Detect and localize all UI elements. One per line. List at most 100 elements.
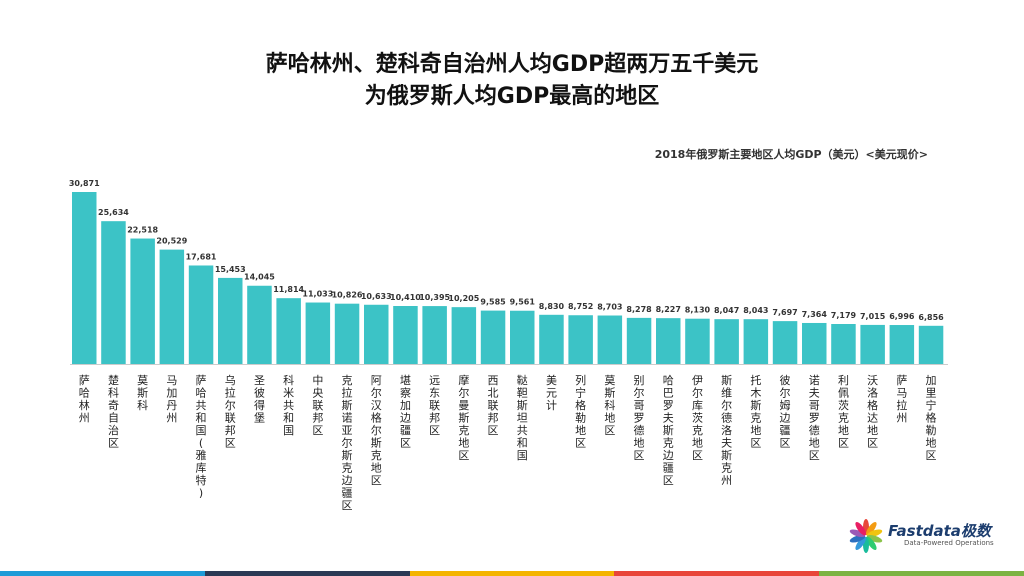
data-label-12: 10,395	[419, 293, 450, 302]
category-label-23: 托木斯克地区	[750, 373, 761, 450]
data-label-13: 10,205	[448, 294, 479, 303]
data-label-22: 8,047	[714, 306, 739, 315]
bar-9	[334, 303, 360, 364]
data-label-7: 11,814	[273, 285, 304, 294]
data-label-4: 17,681	[186, 252, 217, 261]
data-label-21: 8,130	[685, 306, 711, 315]
category-label-5: 乌拉尔联邦区	[225, 373, 236, 450]
logo-petal-8	[849, 529, 866, 537]
bar-28	[889, 325, 915, 364]
bar-13	[451, 307, 477, 364]
data-label-23: 8,043	[743, 306, 768, 315]
logo-petal-9	[855, 522, 867, 536]
footer-color-bar	[0, 571, 1024, 576]
bar-6	[247, 285, 272, 364]
bar-2	[130, 238, 155, 364]
bar-14	[480, 310, 506, 364]
data-label-16: 8,830	[539, 302, 565, 311]
footer-segment-2	[409, 571, 615, 576]
category-label-4: 萨哈共和国(雅库特)	[196, 374, 207, 500]
data-label-0: 30,871	[69, 179, 100, 188]
category-label-10: 阿尔汉格尔斯克地区	[371, 374, 382, 487]
bar-15	[510, 310, 535, 364]
bar-12	[422, 306, 447, 364]
bar-24	[772, 321, 798, 364]
data-label-10: 10,633	[361, 292, 392, 301]
bar-22	[714, 319, 739, 364]
category-label-22: 斯维尔德洛夫斯克州	[721, 374, 732, 487]
data-label-19: 8,278	[626, 305, 652, 314]
bar-19	[626, 317, 652, 364]
data-label-3: 20,529	[156, 237, 187, 246]
data-label-25: 7,364	[802, 310, 828, 319]
bar-20	[656, 318, 681, 364]
data-label-11: 10,410	[390, 293, 421, 302]
bar-17	[568, 315, 593, 364]
footer-segment-1	[204, 571, 410, 576]
bar-8	[305, 302, 331, 364]
category-label-8: 中央联邦区	[312, 374, 323, 437]
bar-0	[72, 192, 97, 364]
footer-segment-0	[0, 571, 205, 576]
bar-23	[743, 319, 769, 364]
bar-4	[188, 265, 214, 364]
category-label-18: 莫斯科地区	[604, 374, 615, 437]
data-label-18: 8,703	[597, 303, 622, 312]
category-label-29: 加里宁格勒地区	[926, 374, 937, 462]
category-label-3: 马加丹州	[166, 374, 177, 425]
category-label-16: 美元计	[546, 374, 557, 412]
logo-petal-6	[855, 536, 867, 550]
data-label-15: 9,561	[510, 298, 536, 307]
category-label-0: 萨哈林州	[79, 374, 90, 425]
footer-segment-4	[819, 571, 1024, 576]
bar-5	[218, 277, 243, 364]
chart-title-line1: 萨哈林州、楚科奇自治州人均GDP超两万五千美元	[265, 52, 759, 77]
category-label-15: 鞑靼斯坦共和国	[517, 373, 528, 462]
bar-16	[539, 314, 564, 364]
data-label-1: 25,634	[98, 208, 129, 217]
data-label-20: 8,227	[656, 305, 681, 314]
data-label-26: 7,179	[831, 311, 857, 320]
footer-segment-3	[614, 571, 820, 576]
category-label-2: 莫斯科	[137, 374, 148, 412]
data-label-17: 8,752	[568, 302, 593, 311]
bar-10	[364, 304, 389, 364]
category-label-19: 别尔哥罗德地区	[634, 374, 645, 462]
bar-7	[276, 298, 301, 364]
category-label-12: 远东联邦区	[429, 374, 440, 437]
logo-petal-1	[865, 522, 877, 536]
category-label-20: 哈巴罗夫斯克边疆区	[663, 374, 674, 487]
category-label-13: 摩尔曼斯克地区	[458, 373, 469, 462]
data-label-24: 7,697	[772, 308, 797, 317]
data-label-14: 9,585	[480, 298, 506, 307]
logo-petal-4	[865, 536, 877, 550]
data-label-27: 7,015	[860, 312, 886, 321]
category-label-9: 克拉斯诺亚尔斯克边疆区	[342, 374, 353, 512]
category-label-11: 堪察加边疆区	[400, 374, 411, 450]
chart-title-line2: 为俄罗斯人均GDP最高的地区	[364, 84, 660, 109]
logo-text: Fastdata极数	[888, 522, 991, 540]
category-label-25: 诺夫哥罗德地区	[809, 374, 820, 462]
data-label-8: 11,033	[302, 290, 333, 299]
bar-25	[802, 322, 827, 364]
category-label-21: 伊尔库茨克地区	[692, 374, 703, 462]
bar-29	[918, 325, 944, 364]
data-label-29: 6,856	[918, 313, 944, 322]
data-label-2: 22,518	[127, 226, 158, 235]
category-label-27: 沃洛格达地区	[867, 374, 878, 450]
bar-1	[101, 221, 126, 364]
category-label-17: 列宁格勒地区	[575, 373, 586, 450]
bar-21	[685, 318, 710, 364]
logo-petal-3	[866, 535, 883, 543]
bar-3	[159, 249, 185, 364]
bar-18	[597, 315, 623, 364]
chart-subtitle: 2018年俄罗斯主要地区人均GDP（美元）<美元现价>	[654, 148, 928, 161]
bar-26	[831, 324, 856, 364]
bar-11	[393, 305, 418, 364]
category-label-28: 萨马拉州	[896, 374, 907, 425]
category-label-6: 圣彼得堡	[254, 374, 265, 425]
category-label-26: 利佩茨克地区	[838, 374, 849, 450]
fastdata-logo-icon	[849, 519, 883, 553]
logo-tagline: Data-Powered Operations	[904, 539, 994, 547]
